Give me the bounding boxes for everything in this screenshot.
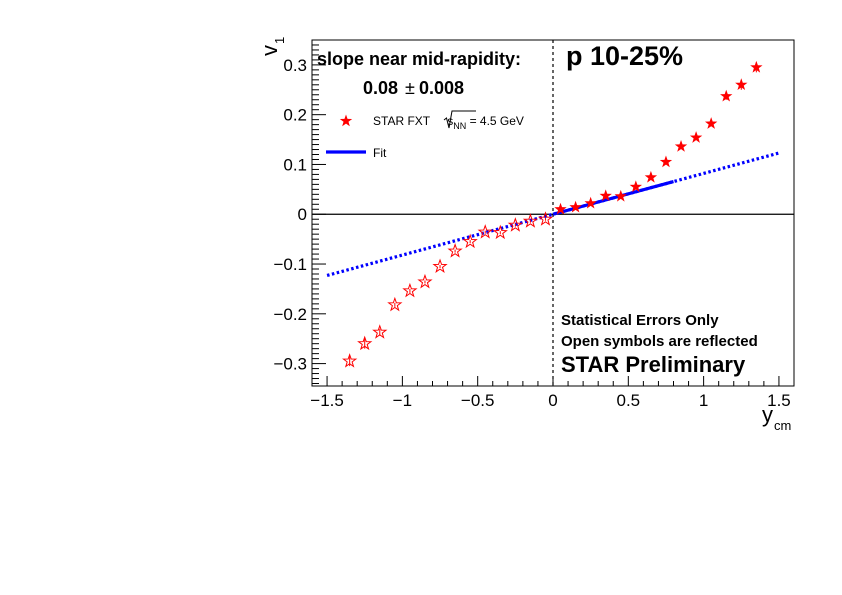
y-tick-label: 0 xyxy=(298,205,307,224)
x-tick-labels: −1.5 −1 −0.5 0 0.5 1 1.5 xyxy=(310,391,790,410)
star-preliminary-label: STAR Preliminary xyxy=(561,352,746,377)
data-point-open-star xyxy=(357,335,373,351)
x-tick-label: 0 xyxy=(548,391,557,410)
legend-star-marker xyxy=(339,114,353,127)
x-axis-title: ycm xyxy=(762,402,791,433)
data-point-open-star xyxy=(432,258,448,274)
y-tick-label: −0.2 xyxy=(273,305,307,324)
data-point-open-star xyxy=(492,224,508,240)
data-point-open-star xyxy=(342,353,358,368)
legend-data-label: STAR FXT sNN = 4.5 GeV xyxy=(373,114,524,131)
data-point-filled-star xyxy=(614,189,627,202)
y-tick-label: 0.1 xyxy=(283,155,307,174)
data-point-open-star xyxy=(522,213,539,228)
y-tick-label: 0.3 xyxy=(283,56,307,75)
y-tick-label: 0.2 xyxy=(283,106,307,125)
legend-fit-label: Fit xyxy=(373,146,387,160)
data-point-filled-star xyxy=(644,170,658,183)
data-point-open-star xyxy=(462,233,478,249)
x-tick-label: 0.5 xyxy=(616,391,640,410)
slope-value: 0.08 ±0.008 xyxy=(363,78,464,98)
legend-suffix: = 4.5 GeV xyxy=(466,114,524,128)
data-point-open-star xyxy=(447,243,463,258)
fit-line-extrapolated xyxy=(326,151,780,278)
x-tick-label: 1.5 xyxy=(767,391,791,410)
y-axis-title-main: v xyxy=(257,45,282,56)
data-point-open-star xyxy=(507,217,523,232)
sqrt-sign xyxy=(443,110,476,129)
data-point-filled-star xyxy=(735,78,748,91)
data-point-filled-star xyxy=(569,200,582,213)
y-axis-title: v1 xyxy=(257,37,287,56)
data-point-filled-star xyxy=(720,89,733,102)
x-tick-label: 1 xyxy=(699,391,708,410)
data-point-open-star xyxy=(372,324,388,339)
legend-nn: NN xyxy=(453,121,466,131)
note-statistical-errors: Statistical Errors Only xyxy=(561,312,719,329)
data-point-open-star xyxy=(387,296,403,312)
legend: STAR FXT sNN = 4.5 GeV Fit xyxy=(326,110,524,160)
data-point-open-star xyxy=(537,211,554,226)
data-point-open-star xyxy=(402,282,418,298)
y-tick-labels: −0.3 −0.2 −0.1 0 0.1 0.2 0.3 xyxy=(273,56,307,374)
data-point-filled-star xyxy=(599,189,612,202)
data-point-filled-star xyxy=(584,196,597,209)
slope-value-number: 0.08 xyxy=(363,78,398,98)
x-axis-title-main: y xyxy=(762,402,773,427)
data-point-filled-star xyxy=(554,202,567,215)
data-points xyxy=(342,60,763,368)
data-point-filled-star xyxy=(659,155,673,168)
x-tick-label: −0.5 xyxy=(461,391,495,410)
legend-prefix: STAR FXT xyxy=(373,114,433,128)
data-point-filled-star xyxy=(689,131,703,143)
y-tick-label: −0.1 xyxy=(273,255,307,274)
data-point-filled-star xyxy=(674,140,688,152)
slope-pm: ± xyxy=(405,78,415,98)
fit-line xyxy=(552,180,674,216)
y-axis-title-sub: 1 xyxy=(272,37,287,44)
note-reflected-symbols: Open symbols are reflected xyxy=(561,333,758,350)
y-tick-label: −0.3 xyxy=(273,355,307,374)
axis-ticks xyxy=(311,44,795,386)
x-tick-label: −1.5 xyxy=(310,391,344,410)
centrality-label: p 10-25% xyxy=(566,41,683,71)
x-tick-label: −1 xyxy=(393,391,412,410)
data-point-filled-star xyxy=(750,60,763,73)
data-point-filled-star xyxy=(629,180,643,193)
data-point-open-star xyxy=(477,224,493,239)
x-axis-title-sub: cm xyxy=(774,418,791,433)
slope-title: slope near mid-rapidity: xyxy=(317,49,521,69)
data-point-open-star xyxy=(417,273,433,289)
data-point-filled-star xyxy=(704,117,718,129)
slope-error: 0.008 xyxy=(419,78,464,98)
